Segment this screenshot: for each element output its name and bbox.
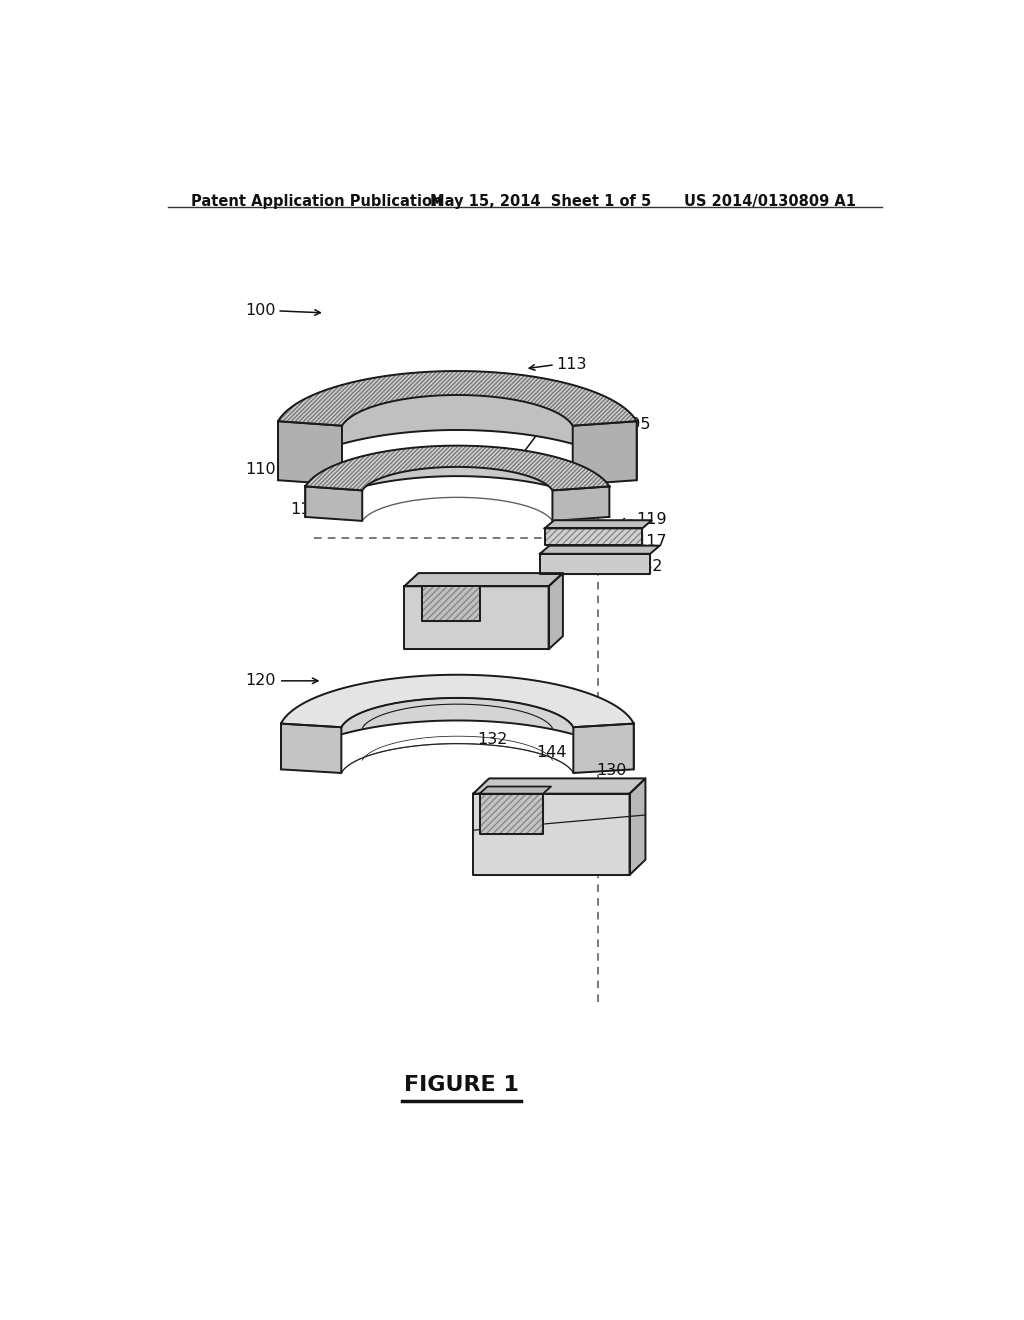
Text: 142: 142: [563, 395, 593, 409]
Text: 110: 110: [246, 462, 276, 477]
Polygon shape: [404, 573, 563, 586]
Text: 105: 105: [620, 417, 650, 432]
Polygon shape: [473, 793, 630, 875]
Polygon shape: [279, 421, 342, 484]
Text: 142: 142: [632, 560, 663, 574]
Text: 125: 125: [291, 710, 322, 725]
Text: 119: 119: [636, 512, 667, 527]
Polygon shape: [279, 371, 637, 426]
Text: Patent Application Publication: Patent Application Publication: [191, 194, 443, 209]
Polygon shape: [305, 446, 609, 491]
Polygon shape: [281, 675, 634, 770]
Polygon shape: [545, 528, 642, 545]
Polygon shape: [540, 545, 659, 554]
Polygon shape: [479, 787, 551, 793]
Polygon shape: [281, 675, 634, 727]
Text: 100: 100: [246, 304, 275, 318]
Text: 115: 115: [291, 502, 322, 516]
Polygon shape: [540, 554, 650, 574]
Polygon shape: [279, 371, 637, 480]
Polygon shape: [305, 446, 609, 517]
Polygon shape: [549, 573, 563, 649]
Text: 120: 120: [246, 673, 275, 688]
Polygon shape: [422, 586, 479, 620]
Polygon shape: [545, 520, 652, 528]
Text: May 15, 2014  Sheet 1 of 5: May 15, 2014 Sheet 1 of 5: [430, 194, 651, 209]
Text: 132: 132: [477, 733, 508, 747]
Polygon shape: [473, 779, 645, 793]
Text: 132: 132: [468, 591, 498, 607]
Text: 130: 130: [406, 582, 436, 597]
Text: FIGURE 1: FIGURE 1: [403, 1076, 519, 1096]
Text: 144: 144: [509, 603, 540, 618]
Polygon shape: [630, 779, 645, 875]
Polygon shape: [573, 723, 634, 774]
Text: 130: 130: [596, 763, 627, 777]
Polygon shape: [479, 793, 543, 834]
Polygon shape: [553, 487, 609, 521]
Polygon shape: [305, 487, 362, 521]
Polygon shape: [281, 723, 341, 774]
Text: 144: 144: [537, 746, 567, 760]
Polygon shape: [404, 586, 549, 649]
Polygon shape: [572, 421, 637, 484]
Text: US 2014/0130809 A1: US 2014/0130809 A1: [684, 194, 855, 209]
Text: 113: 113: [557, 358, 587, 372]
Text: 117: 117: [636, 535, 667, 549]
